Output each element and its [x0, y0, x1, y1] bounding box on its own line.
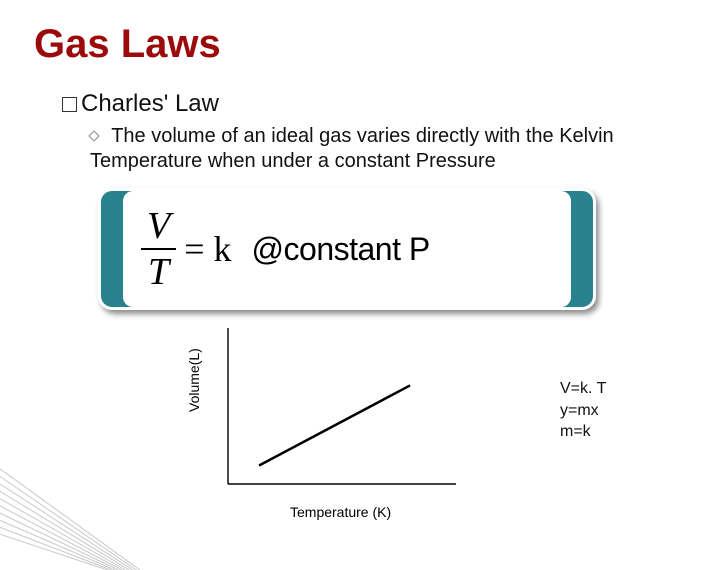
chart-svg — [200, 322, 460, 502]
equation-line-2: y=mx — [560, 400, 606, 422]
subtitle-row: Charles' Law — [62, 90, 219, 118]
diamond-bullet-icon — [88, 130, 99, 141]
fraction-bar — [141, 248, 176, 250]
equation-line-3: m=k — [560, 421, 606, 443]
fraction-denominator: T — [142, 253, 175, 291]
formula-box: V T = k @constant P — [98, 188, 596, 310]
description-text: The volume of an ideal gas varies direct… — [90, 125, 614, 172]
description-row: The volume of an ideal gas varies direct… — [90, 124, 695, 174]
x-axis-label: Temperature (K) — [290, 504, 391, 520]
corner-decoration-icon — [0, 410, 180, 570]
formula-inner: V T = k @constant P — [123, 191, 571, 307]
fraction: V T — [141, 207, 176, 291]
equation-line-1: V=k. T — [560, 378, 606, 400]
y-axis-label: Volume(L) — [186, 348, 202, 412]
at-constant-text: @constant P — [252, 231, 430, 268]
fraction-numerator: V — [141, 207, 176, 245]
title-text: Gas Laws — [34, 22, 221, 66]
subtitle-text: Charles' Law — [81, 90, 219, 118]
equals-k: = k — [184, 228, 231, 270]
equations-block: V=k. T y=mx m=k — [560, 378, 606, 443]
bullet-square-icon — [62, 97, 77, 112]
page-title: Gas Laws — [34, 22, 221, 67]
chart: Volume(L) Temperature (K) — [200, 322, 460, 522]
